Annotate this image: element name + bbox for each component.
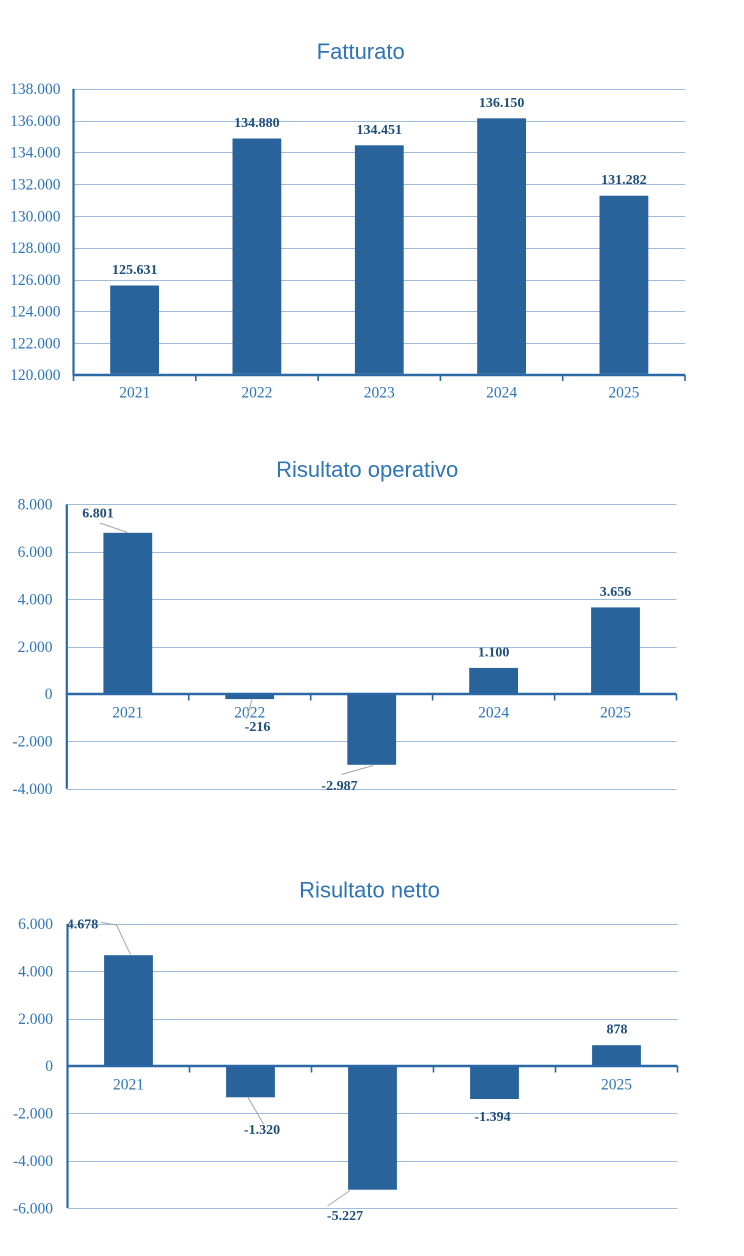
svg-text:8.000: 8.000 xyxy=(18,497,53,514)
svg-text:134.880: 134.880 xyxy=(234,116,280,131)
svg-text:122.000: 122.000 xyxy=(10,335,61,352)
svg-text:136.000: 136.000 xyxy=(10,113,61,130)
svg-text:125.631: 125.631 xyxy=(112,263,158,278)
svg-text:-1.320: -1.320 xyxy=(244,1123,280,1138)
svg-text:2022: 2022 xyxy=(241,385,272,402)
svg-text:2023: 2023 xyxy=(364,385,395,402)
svg-text:134.451: 134.451 xyxy=(356,123,402,138)
svg-text:-4.000: -4.000 xyxy=(12,781,52,798)
svg-text:6.000: 6.000 xyxy=(18,916,53,933)
svg-text:Risultato operativo: Risultato operativo xyxy=(276,457,458,482)
svg-text:126.000: 126.000 xyxy=(10,272,61,289)
svg-text:878: 878 xyxy=(607,1023,628,1038)
svg-text:1.100: 1.100 xyxy=(478,645,510,660)
svg-text:Risultato netto: Risultato netto xyxy=(299,878,440,903)
svg-text:131.282: 131.282 xyxy=(601,173,647,188)
svg-text:Fatturato: Fatturato xyxy=(317,39,405,64)
svg-text:2.000: 2.000 xyxy=(18,639,53,656)
svg-text:2024: 2024 xyxy=(486,385,517,402)
svg-text:138.000: 138.000 xyxy=(10,81,61,98)
svg-text:124.000: 124.000 xyxy=(10,304,61,321)
svg-text:-216: -216 xyxy=(245,720,271,735)
svg-text:136.150: 136.150 xyxy=(479,96,525,111)
svg-text:-2.000: -2.000 xyxy=(12,734,52,751)
svg-text:-5.227: -5.227 xyxy=(327,1209,363,1224)
svg-text:-6.000: -6.000 xyxy=(13,1200,53,1217)
svg-text:2022: 2022 xyxy=(234,705,265,722)
svg-text:2021: 2021 xyxy=(112,705,143,722)
svg-text:2.000: 2.000 xyxy=(18,1011,53,1028)
svg-text:0: 0 xyxy=(45,1058,53,1075)
svg-text:2024: 2024 xyxy=(478,705,509,722)
svg-text:134.000: 134.000 xyxy=(10,145,61,162)
svg-text:-1.394: -1.394 xyxy=(474,1110,510,1125)
svg-text:2025: 2025 xyxy=(608,385,639,402)
svg-text:-2.000: -2.000 xyxy=(13,1106,53,1123)
svg-text:4.678: 4.678 xyxy=(67,918,99,933)
svg-text:3.656: 3.656 xyxy=(600,585,632,600)
svg-text:120.000: 120.000 xyxy=(10,367,61,384)
svg-text:6.000: 6.000 xyxy=(18,544,53,561)
svg-text:2025: 2025 xyxy=(601,1077,632,1094)
svg-text:4.000: 4.000 xyxy=(18,591,53,608)
svg-text:2025: 2025 xyxy=(600,705,631,722)
svg-text:130.000: 130.000 xyxy=(10,208,61,225)
svg-text:4.000: 4.000 xyxy=(18,964,53,981)
svg-text:-4.000: -4.000 xyxy=(13,1153,53,1170)
svg-text:2021: 2021 xyxy=(113,1077,144,1094)
svg-text:6.801: 6.801 xyxy=(82,507,114,522)
svg-text:0: 0 xyxy=(45,686,53,703)
svg-text:132.000: 132.000 xyxy=(10,177,61,194)
svg-text:-2.987: -2.987 xyxy=(321,779,357,794)
svg-text:2021: 2021 xyxy=(119,385,150,402)
svg-text:128.000: 128.000 xyxy=(10,240,61,257)
